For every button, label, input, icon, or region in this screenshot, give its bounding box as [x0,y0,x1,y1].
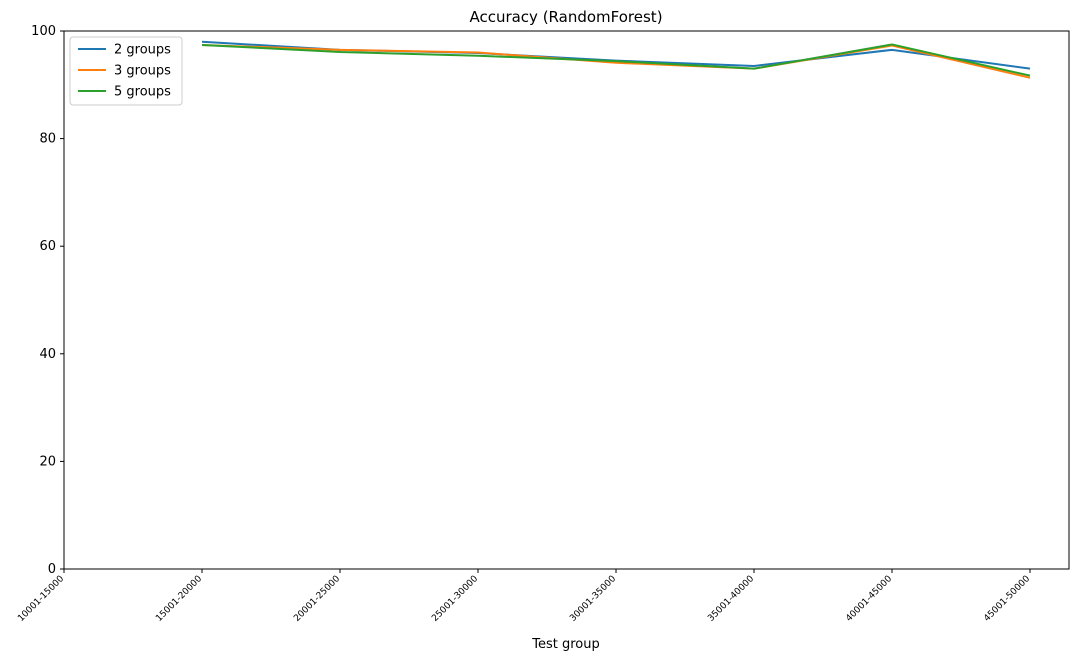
y-tick-label: 100 [31,24,56,39]
legend-box [69,36,183,106]
y-tick-label: 80 [39,132,56,147]
x-tick-label: 30001-35000 [568,574,618,624]
x-tick-label: 20001-25000 [292,574,342,624]
x-axis-label: Test group [531,637,600,652]
x-tick-label: 15001-20000 [154,574,204,624]
legend-label: 2 groups [114,43,171,58]
y-tick-label: 20 [39,454,56,469]
x-tick-label: 25001-30000 [430,574,480,624]
x-axis: 10001-15000 15001-20000 20001-25000 25001-3… [16,569,1032,624]
x-tick-label: 35001-40000 [706,574,756,624]
x-tick-label: 10001-15000 [16,574,66,624]
chart-title: Accuracy (RandomForest) [469,8,662,26]
y-axis: 0 20 40 60 80 100 [31,24,64,577]
y-tick-label: 60 [39,239,56,254]
y-tick-label: 40 [39,347,56,362]
legend-label: 5 groups [114,85,171,100]
legend-label: 3 groups [114,64,171,79]
x-tick-label: 45001-50000 [982,574,1032,624]
x-tick-label: 40001-45000 [844,574,894,624]
series-layer [201,40,1031,79]
series-line-1 [201,40,1031,70]
series-line-3 [201,43,1031,77]
plot-frame [63,30,1070,570]
y-tick-label: 0 [48,562,56,577]
series-line-2 [201,43,1031,79]
legend: 2 groups 3 groups 5 groups [69,36,183,106]
